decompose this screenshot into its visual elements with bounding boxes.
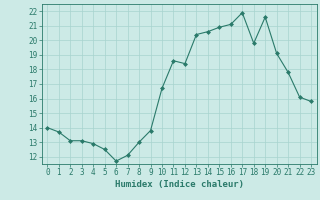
X-axis label: Humidex (Indice chaleur): Humidex (Indice chaleur) xyxy=(115,180,244,189)
